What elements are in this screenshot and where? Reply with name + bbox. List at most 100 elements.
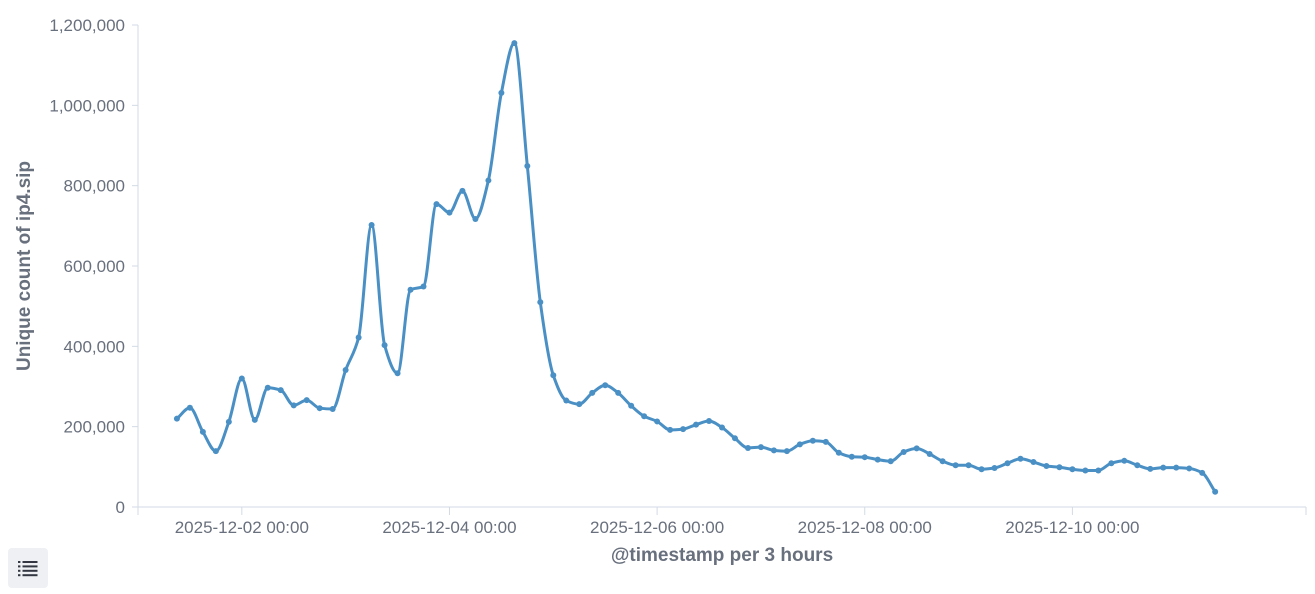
y-tick-label: 200,000 [64, 418, 125, 437]
data-point[interactable] [602, 382, 609, 389]
data-point[interactable] [381, 342, 388, 349]
y-tick-label: 1,000,000 [49, 96, 125, 115]
data-point[interactable] [965, 462, 972, 469]
data-point[interactable] [770, 447, 777, 454]
data-point[interactable] [264, 384, 271, 391]
x-axis: 2025-12-02 00:00 2025-12-04 00:00 2025-12-… [137, 506, 1307, 537]
data-point[interactable] [420, 283, 427, 290]
data-point[interactable] [667, 426, 674, 433]
data-point[interactable] [511, 40, 518, 47]
data-point[interactable] [446, 209, 453, 216]
x-tick-label: 2025-12-04 00:00 [382, 518, 516, 537]
data-point[interactable] [680, 426, 687, 433]
data-point[interactable] [1095, 467, 1102, 474]
data-point[interactable] [524, 162, 531, 169]
data-point[interactable] [706, 418, 713, 425]
data-point[interactable] [563, 397, 570, 404]
data-point[interactable] [251, 416, 258, 423]
data-point[interactable] [290, 402, 297, 409]
y-axis-title: Unique count of ip4.sip [14, 161, 35, 371]
legend-toggle-button[interactable] [8, 548, 48, 588]
data-point[interactable] [1186, 465, 1193, 472]
data-point[interactable] [1173, 464, 1180, 471]
data-point[interactable] [731, 435, 738, 442]
data-point[interactable] [874, 456, 881, 463]
data-point[interactable] [939, 458, 946, 465]
data-point[interactable] [654, 418, 661, 425]
y-axis: 0 200,000 400,000 600,000 800,000 1,000,000 1,… [49, 16, 139, 517]
data-point[interactable] [848, 453, 855, 460]
data-point[interactable] [355, 334, 362, 341]
data-point[interactable] [225, 418, 232, 425]
data-point[interactable] [199, 428, 206, 435]
data-point[interactable] [277, 387, 284, 394]
data-point[interactable] [1069, 466, 1076, 473]
data-point[interactable] [407, 286, 414, 293]
data-point[interactable] [978, 466, 985, 473]
data-point[interactable] [1030, 459, 1037, 466]
data-point[interactable] [212, 448, 219, 455]
data-point[interactable] [472, 216, 479, 222]
y-tick-label: 1,200,000 [49, 16, 125, 35]
x-axis-title: @timestamp per 3 hours [611, 545, 833, 566]
data-point[interactable] [316, 405, 323, 412]
data-point[interactable] [835, 449, 842, 456]
data-point[interactable] [1082, 467, 1089, 474]
data-point[interactable] [693, 421, 700, 428]
data-point[interactable] [550, 372, 557, 379]
data-point[interactable] [1121, 457, 1128, 464]
data-point[interactable] [615, 389, 622, 396]
data-point[interactable] [238, 375, 245, 382]
data-point[interactable] [1108, 460, 1115, 467]
data-point[interactable] [394, 370, 401, 377]
data-point[interactable] [1199, 469, 1206, 476]
data-point[interactable] [1147, 465, 1154, 472]
data-point[interactable] [173, 415, 180, 422]
data-point[interactable] [719, 424, 725, 431]
data-point[interactable] [757, 444, 764, 451]
x-tick-label: 2025-12-08 00:00 [798, 518, 932, 537]
data-point[interactable] [498, 89, 505, 96]
data-point[interactable] [641, 413, 648, 420]
data-point[interactable] [887, 458, 894, 465]
data-point[interactable] [796, 441, 803, 448]
data-point[interactable] [991, 465, 998, 472]
data-point[interactable] [783, 448, 790, 455]
y-tick-label: 400,000 [64, 337, 125, 356]
data-point[interactable] [926, 450, 933, 457]
data-point[interactable] [303, 397, 310, 404]
data-point[interactable] [342, 367, 349, 374]
data-point[interactable] [861, 454, 868, 461]
data-point[interactable] [329, 405, 336, 412]
data-point[interactable] [459, 187, 466, 194]
x-tick-label: 2025-12-06 00:00 [590, 518, 724, 537]
data-point[interactable] [822, 438, 829, 445]
data-point[interactable] [368, 222, 375, 229]
x-tick-label: 2025-12-02 00:00 [175, 518, 309, 537]
x-tick-label: 2025-12-10 00:00 [1005, 518, 1139, 537]
data-point[interactable] [485, 177, 492, 184]
series-group [173, 40, 1219, 495]
data-point[interactable] [1017, 455, 1024, 462]
data-point[interactable] [744, 444, 751, 451]
data-point[interactable] [1056, 464, 1063, 471]
data-point[interactable] [433, 201, 440, 208]
data-point[interactable] [1043, 463, 1050, 470]
y-tick-label: 0 [116, 498, 125, 517]
data-point[interactable] [1160, 464, 1167, 471]
data-point[interactable] [186, 404, 193, 411]
data-point[interactable] [809, 437, 816, 444]
data-point[interactable] [589, 389, 596, 396]
data-point[interactable] [900, 448, 907, 455]
list-icon [18, 561, 38, 577]
data-point[interactable] [913, 445, 920, 452]
data-point[interactable] [1212, 488, 1219, 495]
data-point[interactable] [1134, 462, 1141, 469]
data-point[interactable] [952, 462, 959, 469]
y-tick-label: 600,000 [64, 257, 125, 276]
data-point[interactable] [1004, 460, 1011, 467]
data-point[interactable] [576, 401, 583, 408]
data-point[interactable] [537, 299, 544, 306]
data-point[interactable] [628, 402, 635, 409]
